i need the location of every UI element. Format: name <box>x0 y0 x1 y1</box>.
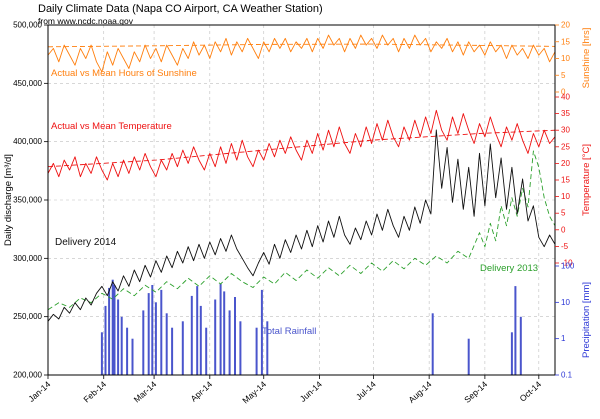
discharge-tick-label: 300,000 <box>13 254 42 263</box>
rainfall-bar <box>255 327 258 375</box>
rainfall-bar <box>196 286 199 375</box>
rainfall-bar <box>120 316 123 375</box>
annotation-temperature-legend: Actual vs Mean Temperature <box>51 121 172 132</box>
sunshine-tick-label: 20 <box>561 21 570 30</box>
discharge-tick-label: 500,000 <box>13 21 42 30</box>
sunshine-tick-label: 0 <box>561 88 566 97</box>
month-tick-label: May-14 <box>240 379 268 406</box>
series-delivery-2014 <box>47 129 556 322</box>
temperature-tick-label: 0 <box>561 225 566 234</box>
annotation-total-rainfall-legend: Total Rainfall <box>262 326 316 337</box>
discharge-tick-label: 400,000 <box>13 137 42 146</box>
rainfall-bar <box>142 310 145 375</box>
rainfall-bar <box>239 321 242 375</box>
series-sunshine-actual <box>47 34 556 73</box>
series-temperature-actual <box>47 109 556 181</box>
month-tick-label: Feb-14 <box>81 379 108 405</box>
rainfall-bar <box>104 305 107 375</box>
rainfall-bar <box>431 313 434 375</box>
discharge-tick-label: 250,000 <box>13 312 42 321</box>
month-tick-label: Oct-14 <box>518 379 544 404</box>
gridlines <box>48 25 555 375</box>
annotation-sunshine-legend: Actual vs Mean Hours of Sunshine <box>51 68 197 79</box>
month-tick-label: Apr-14 <box>188 379 214 404</box>
month-tick-label: Sep-14 <box>462 379 489 405</box>
rainfall-bar <box>234 297 236 375</box>
month-tick-label: Jun-14 <box>298 379 324 404</box>
temperature-tick-label: 25 <box>561 142 570 151</box>
rainfall-bar <box>514 286 517 375</box>
rainfall-bar <box>214 299 217 375</box>
rainfall-bar <box>260 289 263 375</box>
chart-title: Daily Climate Data (Napa CO Airport, CA … <box>38 3 323 15</box>
rainfall-bar <box>205 327 208 375</box>
axis-title-sunshine: Sunshine [hrs] <box>581 28 592 89</box>
temperature-tick-label: 30 <box>561 126 570 135</box>
axis-sunshine-ticks: 0 5 10 15 20 <box>555 21 570 97</box>
precipitation-tick-label: 10 <box>561 298 570 307</box>
rainfall-bar <box>117 299 120 375</box>
chart-subtitle: from www.ncdc.noaa.gov <box>38 16 133 26</box>
temperature-tick-label: 15 <box>561 176 570 185</box>
axis-discharge-ticks: 200,000 250,000 300,000 350,000 400,000 450,0… <box>13 21 48 380</box>
sunshine-tick-label: 10 <box>561 54 570 63</box>
rainfall-bar <box>510 332 513 375</box>
sunshine-tick-label: 5 <box>561 71 566 80</box>
temperature-tick-label: 35 <box>561 109 570 118</box>
rainfall-bar <box>154 302 157 375</box>
temperature-tick-label: 40 <box>561 93 570 102</box>
month-tick-label: Jan-14 <box>26 379 52 404</box>
axis-title-precipitation: Precipitation [mm] <box>581 282 592 358</box>
rainfall-bar <box>223 291 226 375</box>
axis-temperature-ticks: -10 -5 0 5 10 15 20 25 30 35 40 <box>555 93 573 268</box>
rainfall-bar <box>100 332 103 375</box>
discharge-tick-label: 350,000 <box>13 196 42 205</box>
annotation-delivery-2014-legend: Delivery 2014 <box>55 237 117 248</box>
rainfall-bar <box>190 295 193 375</box>
discharge-tick-label: 200,000 <box>13 371 42 380</box>
rainfall-bar <box>160 289 163 375</box>
temperature-tick-label: -10 <box>561 259 573 268</box>
month-tick-label: Jul-14 <box>354 379 378 402</box>
temperature-tick-label: 10 <box>561 192 570 201</box>
rainfall-bar <box>266 321 269 375</box>
rainfall-bar <box>131 338 134 375</box>
axis-title-discharge: Daily discharge [m³/d] <box>3 154 14 246</box>
axis-x-ticks: Jan-14 Feb-14 Mar-14 Apr-14 May-14 Jun-14 Jul-… <box>26 375 543 405</box>
temperature-tick-label: 5 <box>561 209 566 218</box>
month-tick-label: Mar-14 <box>132 379 159 405</box>
rainfall-bar <box>111 279 114 375</box>
series-temperature-mean <box>47 129 556 168</box>
series-total-rainfall <box>100 279 522 375</box>
precipitation-tick-label: 1 <box>561 334 566 343</box>
temperature-tick-label: 20 <box>561 159 570 168</box>
rainfall-bar <box>151 285 154 375</box>
rainfall-bar <box>181 321 184 375</box>
series-delivery-2013 <box>47 150 556 311</box>
rainfall-bar <box>147 293 150 375</box>
month-tick-label: Aug-14 <box>406 379 433 405</box>
annotation-delivery-2013-legend: Delivery 2013 <box>480 263 538 274</box>
rainfall-bar <box>165 313 168 375</box>
precipitation-tick-label: 0.1 <box>561 371 573 380</box>
rainfall-bar <box>113 285 116 375</box>
sunshine-tick-label: 15 <box>561 37 570 46</box>
temperature-tick-label: -5 <box>561 242 569 251</box>
axis-precipitation-ticks: 0.1 1 10 100 <box>555 262 575 380</box>
rainfall-bar <box>108 287 111 375</box>
discharge-tick-label: 450,000 <box>13 79 42 88</box>
rainfall-bar <box>219 284 222 375</box>
rainfall-bar <box>467 338 470 375</box>
rainfall-bar <box>228 310 231 375</box>
rainfall-bar <box>519 316 522 375</box>
axis-title-temperature: Temperature [°C] <box>581 144 592 216</box>
rainfall-bar <box>199 305 202 375</box>
rainfall-bar <box>171 327 174 375</box>
rainfall-bar <box>126 327 129 375</box>
precipitation-tick-label: 100 <box>561 262 575 271</box>
